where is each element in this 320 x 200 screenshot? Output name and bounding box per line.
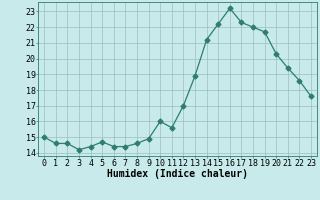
X-axis label: Humidex (Indice chaleur): Humidex (Indice chaleur) [107, 169, 248, 179]
